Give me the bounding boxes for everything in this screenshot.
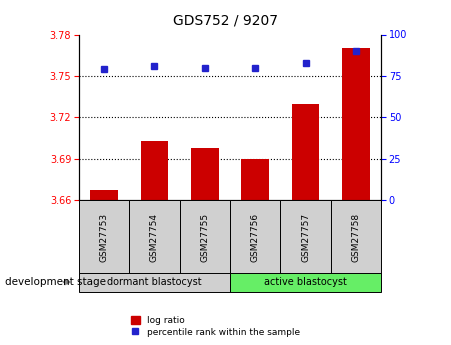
- Text: GDS752 / 9207: GDS752 / 9207: [173, 14, 278, 28]
- Bar: [241, 159, 269, 200]
- Bar: [79, 200, 129, 274]
- Bar: [342, 48, 370, 200]
- Text: GSM27753: GSM27753: [100, 213, 109, 262]
- Text: active blastocyst: active blastocyst: [264, 277, 347, 287]
- Bar: [331, 200, 381, 274]
- Bar: [179, 200, 230, 274]
- Bar: [129, 200, 179, 274]
- Text: GSM27757: GSM27757: [301, 213, 310, 262]
- Bar: [191, 148, 219, 200]
- Bar: [230, 200, 281, 274]
- Text: dormant blastocyst: dormant blastocyst: [107, 277, 202, 287]
- Bar: [79, 273, 230, 292]
- Bar: [230, 273, 381, 292]
- Text: GSM27755: GSM27755: [200, 213, 209, 262]
- Text: GSM27758: GSM27758: [351, 213, 360, 262]
- Text: GSM27754: GSM27754: [150, 213, 159, 262]
- Bar: [141, 141, 168, 200]
- Legend: log ratio, percentile rank within the sample: log ratio, percentile rank within the sa…: [131, 316, 300, 337]
- Bar: [281, 200, 331, 274]
- Text: GSM27756: GSM27756: [251, 213, 260, 262]
- Bar: [292, 104, 319, 200]
- Bar: [90, 190, 118, 200]
- Text: development stage: development stage: [5, 277, 106, 287]
